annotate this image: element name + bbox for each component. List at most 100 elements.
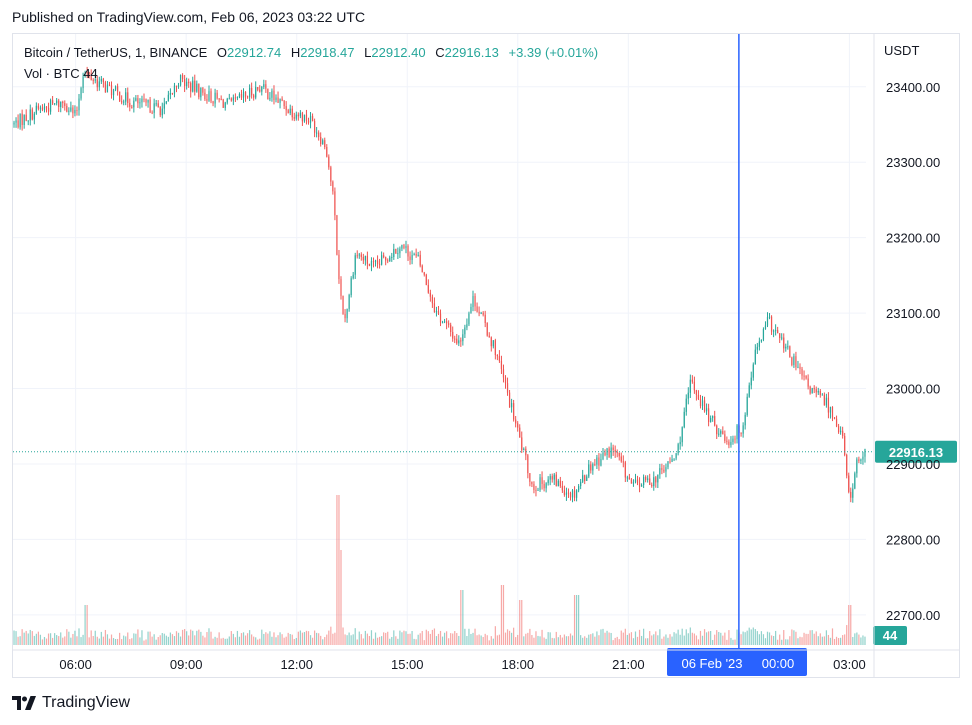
- grid: [13, 34, 866, 645]
- candle-body: [74, 109, 76, 114]
- candle-body: [415, 254, 417, 256]
- candle-body: [829, 406, 832, 413]
- volume-label[interactable]: Vol · BTC: [24, 66, 80, 81]
- candle-body: [789, 346, 791, 358]
- candle-body: [399, 248, 401, 254]
- candle-body: [374, 260, 377, 262]
- volume-value: 44: [83, 66, 98, 81]
- volume-bar: [403, 630, 405, 645]
- volume-bar: [752, 627, 754, 645]
- volume-bar: [407, 633, 409, 645]
- candle-body: [482, 312, 484, 315]
- volume-bar: [578, 595, 580, 645]
- volume-bar: [423, 640, 425, 645]
- volume-bar: [137, 629, 139, 645]
- candle-body: [139, 102, 141, 104]
- volume-bar: [602, 628, 604, 645]
- candle-body: [309, 116, 312, 123]
- candle-body: [785, 346, 787, 349]
- candle-body: [586, 476, 588, 481]
- volume-bar: [281, 634, 283, 645]
- candle-body: [279, 98, 281, 103]
- candle-body: [324, 140, 326, 148]
- candle-body: [510, 403, 513, 408]
- volume-bar: [590, 634, 592, 645]
- candle-body: [121, 101, 123, 103]
- volume-bar: [801, 637, 803, 645]
- volume-bar: [445, 631, 448, 645]
- volume-bar: [236, 630, 239, 645]
- volume-bar: [222, 637, 224, 645]
- volume-bar: [504, 632, 507, 645]
- candle-body: [86, 72, 88, 74]
- volume-bar: [781, 639, 783, 645]
- volume-bar: [844, 634, 846, 645]
- volume-bar: [789, 636, 791, 645]
- volume-bar: [827, 634, 830, 645]
- volume-bar: [643, 628, 645, 645]
- volume-bar: [746, 630, 748, 645]
- candle-body: [332, 181, 334, 192]
- volume-bar: [480, 635, 482, 645]
- footer-brand[interactable]: TradingView: [42, 694, 131, 711]
- volume-bar: [232, 633, 234, 645]
- symbol-label[interactable]: Bitcoin / TetherUS, 1, BINANCE: [24, 45, 208, 60]
- candle-body: [200, 87, 202, 98]
- chart-frame[interactable]: [12, 33, 960, 678]
- candle-body: [62, 101, 64, 104]
- candle-body: [51, 100, 54, 104]
- candle-body: [634, 479, 637, 482]
- volume-bar: [608, 632, 610, 645]
- candle-body: [831, 406, 834, 418]
- volume-bar: [490, 636, 492, 645]
- candle-body: [699, 398, 702, 407]
- volume-bar: [764, 638, 767, 645]
- volume-bar: [316, 632, 318, 645]
- volume-bar: [15, 631, 17, 645]
- volume-bar: [437, 633, 440, 645]
- volume-bar: [563, 634, 566, 645]
- volume-bar: [527, 632, 529, 645]
- volume-bar: [594, 636, 596, 645]
- volume-bar: [777, 639, 779, 645]
- volume-bar: [309, 635, 312, 645]
- candle-body: [232, 97, 234, 101]
- volume-bar: [159, 635, 161, 645]
- volume-bar: [218, 632, 220, 645]
- candle-body: [64, 103, 66, 106]
- candle-body: [161, 108, 163, 116]
- candle-body: [33, 113, 35, 120]
- volume-bar: [165, 635, 167, 645]
- volume-bar: [846, 625, 848, 645]
- candle-body: [596, 457, 598, 465]
- candle-body: [801, 368, 803, 376]
- volume-bar: [17, 636, 19, 645]
- volume-bar: [429, 633, 431, 645]
- candle-body: [114, 86, 117, 90]
- candle-body: [123, 101, 125, 103]
- volume-bar: [807, 633, 809, 645]
- volume-bar: [368, 636, 371, 645]
- candle-body: [620, 456, 622, 462]
- volume-bar: [31, 631, 33, 645]
- candle-body: [454, 338, 456, 340]
- candle-body: [427, 284, 429, 293]
- candle-body: [163, 103, 165, 109]
- candle-body: [271, 90, 273, 98]
- candle-body: [821, 394, 823, 396]
- candle-body: [283, 100, 285, 107]
- volume-bar: [202, 635, 204, 645]
- candle-body: [506, 383, 509, 393]
- candle-body: [777, 330, 779, 334]
- candle-body: [307, 120, 310, 123]
- candle-body: [277, 97, 279, 103]
- candle-body: [472, 296, 474, 307]
- volume-bar: [155, 639, 157, 645]
- candle-body: [385, 257, 387, 261]
- candle-body: [539, 477, 541, 490]
- volume-bar: [732, 639, 734, 645]
- volume-bar: [328, 630, 330, 645]
- volume-bar: [263, 633, 265, 645]
- volume-bar: [106, 634, 109, 645]
